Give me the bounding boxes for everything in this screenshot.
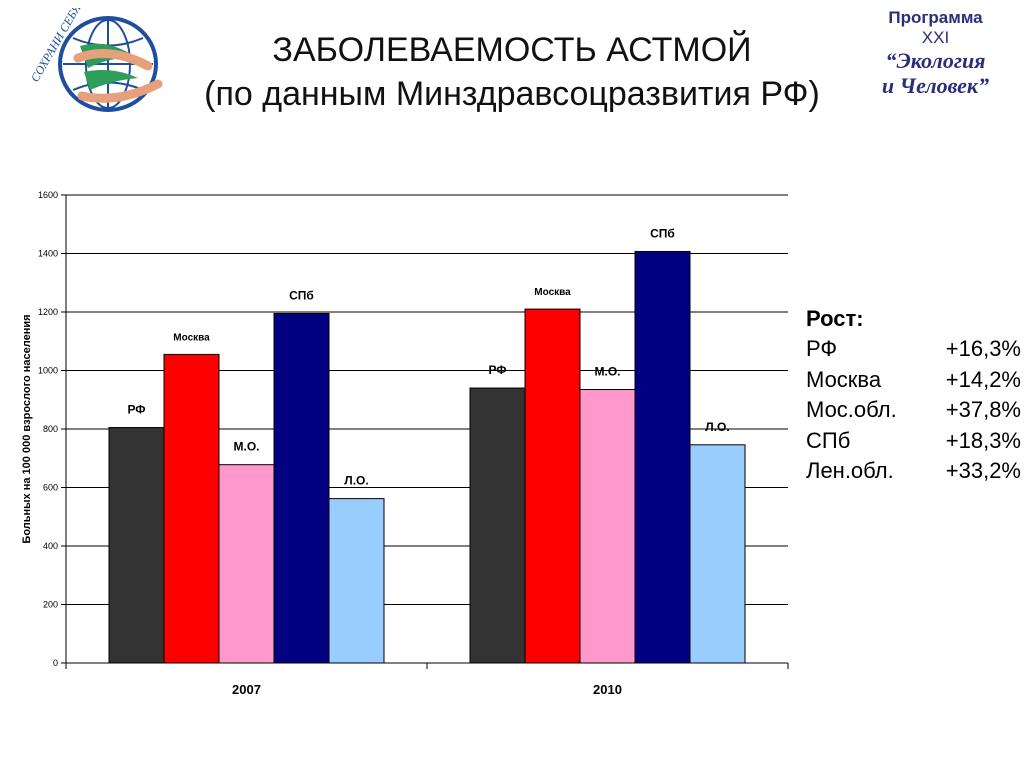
bar — [524, 308, 581, 664]
data-label: Л.О. — [705, 420, 729, 434]
logo-program-line3: “Экология — [885, 48, 986, 73]
bar — [689, 444, 746, 664]
growth-row-name: РФ — [806, 336, 838, 361]
bar — [108, 427, 165, 664]
growth-row-value: +33,2% — [945, 458, 1021, 483]
logo-program-line4: и Человек” — [881, 73, 990, 98]
growth-row-name: Лен.обл. — [806, 458, 894, 483]
bar — [218, 464, 275, 664]
bar — [634, 250, 691, 664]
growth-row-value: +37,8% — [945, 397, 1021, 422]
bar — [469, 387, 526, 664]
growth-row: СПб +18,3% — [806, 426, 1021, 457]
page-title-line2: (по данным Минздравсоцразвития РФ) — [204, 75, 820, 113]
growth-title: Рост: — [806, 306, 864, 331]
y-tick-label: 1200 — [38, 307, 58, 317]
data-label: Л.О. — [344, 474, 368, 488]
y-tick-label: 1000 — [38, 366, 58, 376]
y-tick-label: 400 — [43, 541, 58, 551]
data-label: СПб — [650, 226, 675, 240]
page-title-line1: ЗАБОЛЕВАЕМОСТЬ АСТМОЙ — [272, 31, 752, 69]
growth-row: Москва +14,2% — [806, 365, 1021, 396]
data-label: М.О. — [234, 440, 260, 454]
x-tick-label: 2007 — [232, 682, 261, 697]
y-tick-label: 1400 — [38, 249, 58, 259]
bar — [579, 389, 636, 664]
bar — [273, 312, 330, 664]
logo-program-line2: XXI — [921, 28, 950, 47]
growth-row-name: СПб — [806, 427, 851, 453]
logo-globe-hands: СОХРАНИ СЕБЯ И ПЛАНЕТУ — [28, 8, 163, 112]
logo-program-line1: Программа — [888, 8, 983, 27]
x-tick-label: 2010 — [593, 682, 622, 697]
data-label: СПб — [289, 288, 314, 302]
data-label: М.О. — [595, 365, 621, 379]
growth-row-name: Мос.обл. — [806, 397, 897, 422]
bar — [163, 353, 220, 664]
y-tick-label: 1600 — [38, 190, 58, 200]
growth-row: РФ +16,3% — [806, 334, 1021, 365]
growth-row: Лен.обл. +33,2% — [806, 456, 1021, 487]
data-label: Москва — [534, 287, 571, 298]
y-tick-label: 0 — [53, 658, 58, 668]
y-tick-label: 200 — [43, 600, 58, 610]
bar — [328, 498, 385, 664]
data-label: РФ — [488, 363, 506, 377]
growth-panel: Рост: РФ +16,3% Москва +14,2% Мос.обл. +37,8%… — [806, 304, 1021, 487]
growth-row-value: +14,2% — [945, 366, 1021, 392]
data-label: РФ — [127, 403, 145, 417]
data-label: Москва — [173, 332, 210, 343]
growth-row-value: +18,3% — [945, 427, 1021, 453]
growth-row-value: +16,3% — [945, 336, 1021, 361]
y-tick-label: 800 — [43, 424, 58, 434]
y-axis-label: Больных на 100 000 взрослого населения — [21, 314, 33, 543]
growth-row-name: Москва — [806, 366, 882, 392]
growth-row: Мос.обл. +37,8% — [806, 395, 1021, 426]
logo-program: Программа XXI “Экология и Человек” — [868, 8, 1003, 103]
y-tick-label: 600 — [43, 483, 58, 493]
